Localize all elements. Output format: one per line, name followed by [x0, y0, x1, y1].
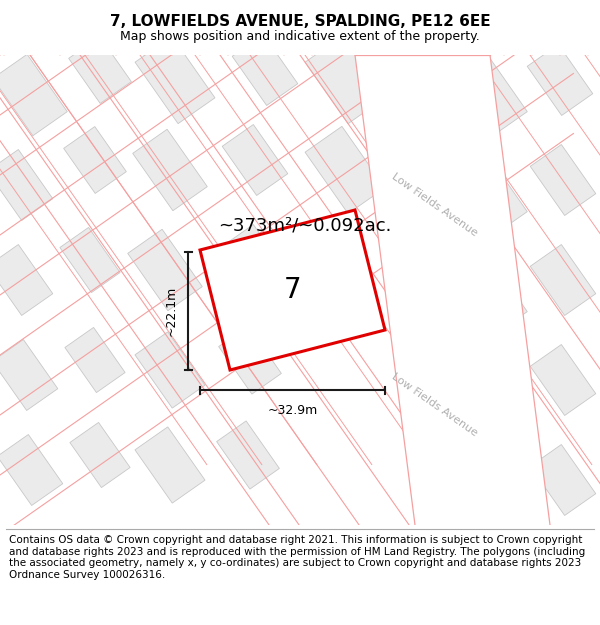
- Polygon shape: [135, 36, 215, 124]
- Polygon shape: [222, 224, 288, 296]
- Polygon shape: [128, 229, 202, 311]
- Polygon shape: [0, 54, 67, 136]
- Polygon shape: [0, 244, 53, 316]
- Polygon shape: [0, 149, 53, 221]
- Text: ~32.9m: ~32.9m: [268, 404, 317, 417]
- Polygon shape: [200, 210, 385, 370]
- Polygon shape: [65, 328, 125, 392]
- Polygon shape: [0, 434, 63, 506]
- Polygon shape: [222, 124, 288, 196]
- Polygon shape: [530, 344, 596, 416]
- Polygon shape: [64, 127, 127, 193]
- Polygon shape: [305, 126, 385, 214]
- Text: ~373m²/~0.092ac.: ~373m²/~0.092ac.: [218, 216, 392, 234]
- Text: Contains OS data © Crown copyright and database right 2021. This information is : Contains OS data © Crown copyright and d…: [9, 535, 585, 580]
- Polygon shape: [453, 154, 527, 236]
- Polygon shape: [530, 244, 596, 316]
- Polygon shape: [135, 332, 205, 408]
- Polygon shape: [68, 37, 131, 103]
- Polygon shape: [453, 254, 527, 336]
- Polygon shape: [135, 427, 205, 503]
- Polygon shape: [355, 55, 550, 525]
- Polygon shape: [217, 421, 280, 489]
- Text: Low Fields Avenue: Low Fields Avenue: [391, 172, 479, 238]
- Polygon shape: [218, 326, 281, 394]
- Polygon shape: [453, 354, 527, 436]
- Text: ~22.1m: ~22.1m: [165, 286, 178, 336]
- Text: Map shows position and indicative extent of the property.: Map shows position and indicative extent…: [120, 30, 480, 43]
- Polygon shape: [70, 422, 130, 488]
- Polygon shape: [60, 228, 120, 292]
- Polygon shape: [453, 54, 527, 136]
- Polygon shape: [232, 34, 298, 106]
- Text: 7: 7: [284, 276, 301, 304]
- Polygon shape: [530, 144, 596, 216]
- Polygon shape: [530, 444, 596, 516]
- Polygon shape: [0, 339, 58, 411]
- Polygon shape: [305, 36, 385, 124]
- Polygon shape: [527, 44, 593, 116]
- Polygon shape: [133, 129, 207, 211]
- Text: Low Fields Avenue: Low Fields Avenue: [391, 372, 479, 438]
- Text: 7, LOWFIELDS AVENUE, SPALDING, PE12 6EE: 7, LOWFIELDS AVENUE, SPALDING, PE12 6EE: [110, 14, 490, 29]
- Polygon shape: [453, 454, 527, 536]
